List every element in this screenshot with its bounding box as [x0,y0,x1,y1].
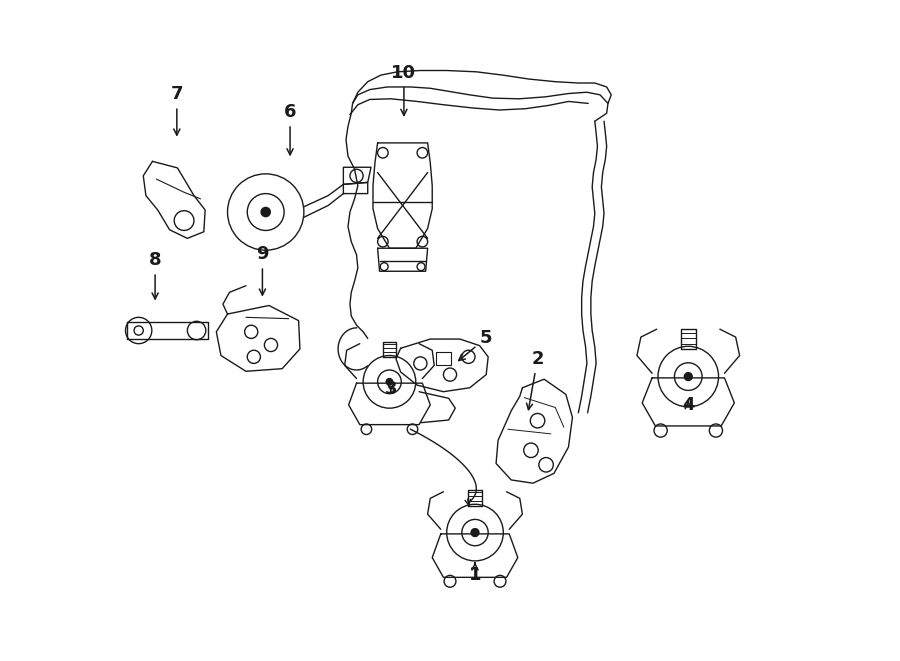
Text: 10: 10 [392,63,417,116]
Circle shape [471,529,479,537]
Text: 3: 3 [384,379,397,398]
Text: 6: 6 [284,103,296,155]
Text: 2: 2 [526,350,544,410]
Text: 9: 9 [256,245,269,295]
Text: 1: 1 [469,563,482,584]
Circle shape [386,379,392,385]
Text: 8: 8 [148,251,161,299]
Text: 4: 4 [682,396,695,414]
Text: 7: 7 [171,85,183,135]
Circle shape [684,373,692,381]
Text: 5: 5 [459,329,492,360]
Circle shape [261,208,270,217]
